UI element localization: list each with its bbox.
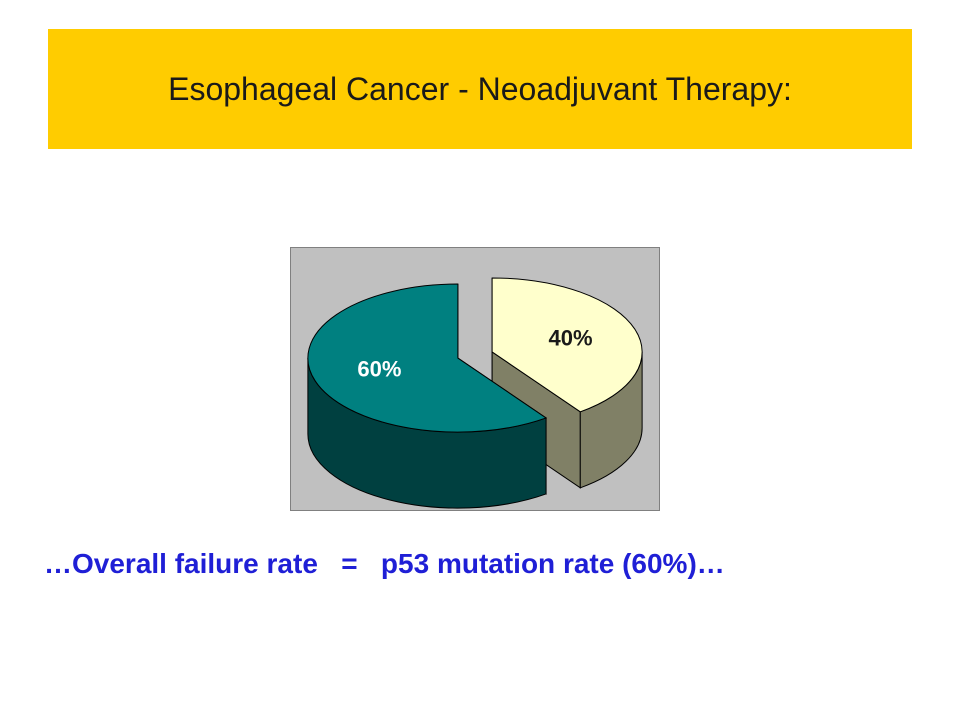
slide-title: Esophageal Cancer - Neoadjuvant Therapy: — [168, 70, 792, 107]
pie-chart: 60% 40% — [290, 247, 660, 511]
pie-slice-label-1: 40% — [549, 325, 593, 350]
pie-layer: 60% 40% — [307, 277, 643, 509]
title-banner: Esophageal Cancer - Neoadjuvant Therapy: — [48, 29, 912, 149]
pie-slice-1 — [491, 277, 643, 413]
pie-slice-label-0: 60% — [357, 357, 401, 382]
slide-caption: …Overall failure rate = p53 mutation rat… — [44, 548, 725, 579]
pie-slice-0 — [307, 283, 548, 433]
pie-chart-svg: 60% 40% — [290, 247, 660, 511]
